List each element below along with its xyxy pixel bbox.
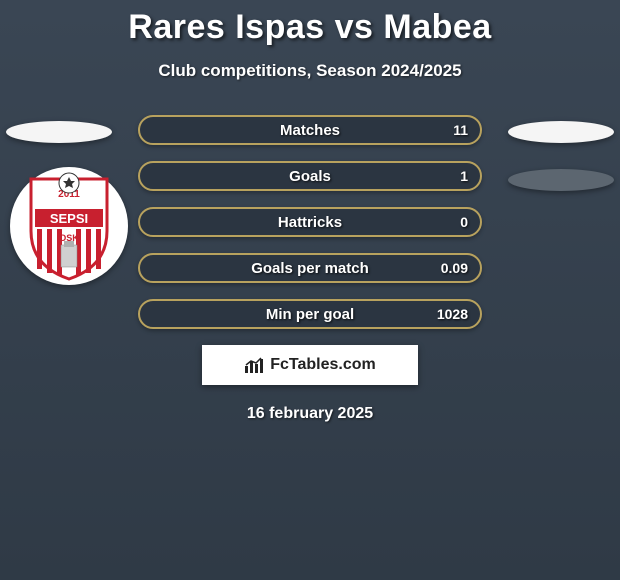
stat-row-matches: Matches 11 bbox=[138, 115, 482, 145]
stat-row-goals-per-match: Goals per match 0.09 bbox=[138, 253, 482, 283]
stat-value: 1028 bbox=[437, 306, 468, 322]
brand-box: FcTables.com bbox=[202, 345, 418, 385]
stat-value: 0.09 bbox=[441, 260, 468, 276]
club-logo: 2011 SEPSI OSK bbox=[10, 167, 128, 285]
player-right-ellipse-top bbox=[508, 121, 614, 143]
brand-label: FcTables.com bbox=[270, 356, 376, 374]
stats-bars: Matches 11 Goals 1 Hattricks 0 Goals per… bbox=[138, 115, 482, 329]
stat-row-min-per-goal: Min per goal 1028 bbox=[138, 299, 482, 329]
svg-text:SEPSI: SEPSI bbox=[50, 211, 88, 226]
stat-label: Matches bbox=[280, 122, 340, 139]
player-left-ellipse bbox=[6, 121, 112, 143]
date-text: 16 february 2025 bbox=[0, 405, 620, 423]
stat-row-hattricks: Hattricks 0 bbox=[138, 207, 482, 237]
chart-area: 2011 SEPSI OSK Matches bbox=[0, 115, 620, 423]
chart-icon bbox=[244, 356, 266, 374]
stat-label: Hattricks bbox=[278, 214, 342, 231]
stat-value: 0 bbox=[460, 214, 468, 230]
player-right-ellipse-mid bbox=[508, 169, 614, 191]
stat-label: Goals per match bbox=[251, 260, 369, 277]
page-title: Rares Ispas vs Mabea bbox=[0, 0, 620, 47]
stat-value: 11 bbox=[453, 122, 468, 138]
stat-row-goals: Goals 1 bbox=[138, 161, 482, 191]
subtitle: Club competitions, Season 2024/2025 bbox=[0, 61, 620, 81]
stat-label: Min per goal bbox=[266, 306, 354, 323]
stat-label: Goals bbox=[289, 168, 331, 185]
brand-text: FcTables.com bbox=[244, 356, 376, 374]
stat-value: 1 bbox=[460, 168, 468, 184]
sepsi-logo-icon: 2011 SEPSI OSK bbox=[23, 171, 115, 281]
